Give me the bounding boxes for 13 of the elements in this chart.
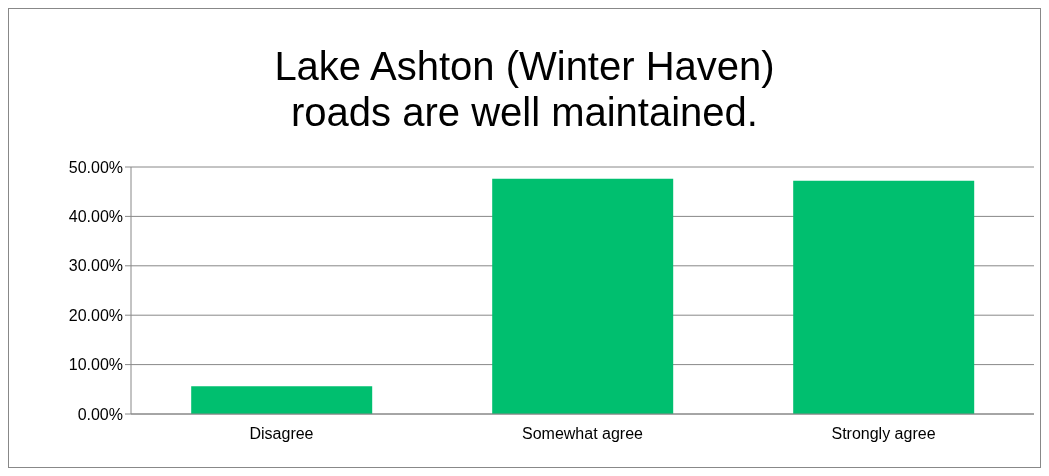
x-tick-label: Strongly agree xyxy=(831,425,936,443)
bar xyxy=(191,386,373,414)
x-tick-label: Somewhat agree xyxy=(522,425,644,443)
y-tick-label: 0.00% xyxy=(77,405,123,423)
bar xyxy=(492,178,674,414)
bar xyxy=(793,180,975,414)
x-tick-label: Disagree xyxy=(249,425,314,443)
y-tick-label: 40.00% xyxy=(68,208,123,226)
y-tick-label: 50.00% xyxy=(68,158,123,176)
chart-title: Lake Ashton (Winter Haven) roads are well maintained. xyxy=(273,43,776,136)
y-tick-label: 10.00% xyxy=(68,356,123,374)
y-tick-label: 20.00% xyxy=(68,306,123,324)
y-tick-label: 30.00% xyxy=(68,257,123,275)
